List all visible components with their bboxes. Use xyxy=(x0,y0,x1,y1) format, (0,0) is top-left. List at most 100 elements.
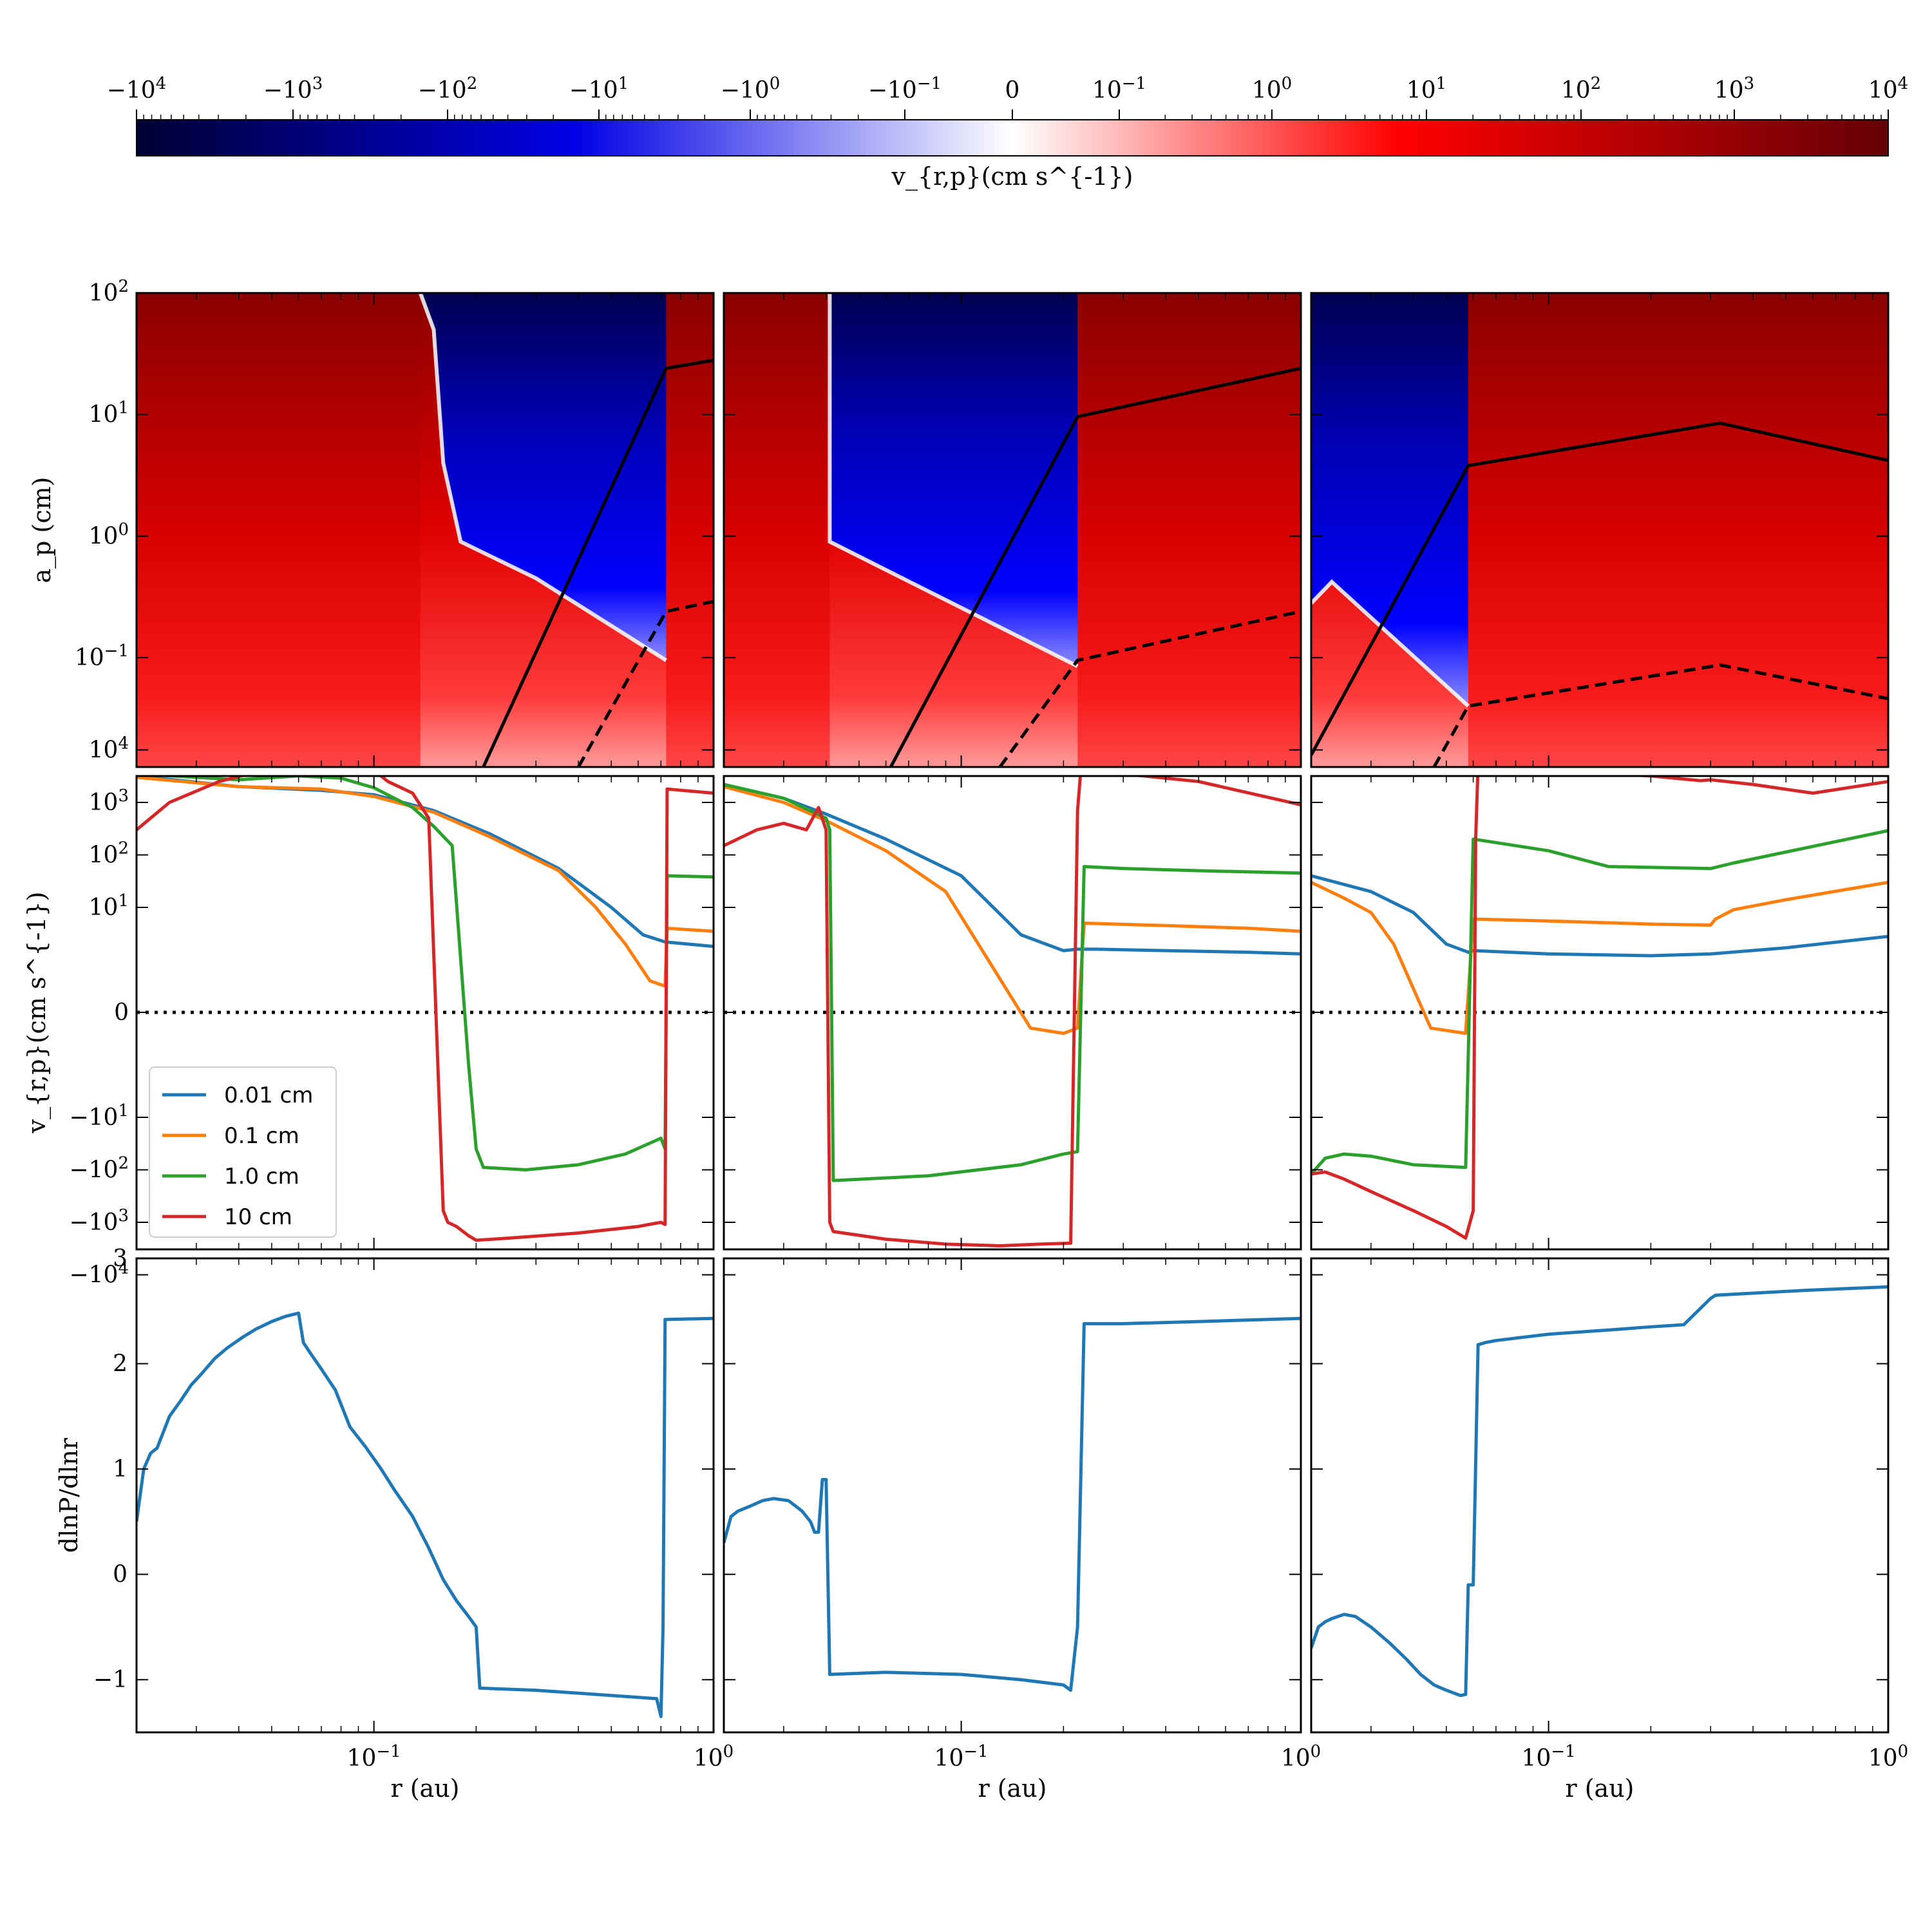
y-tick-label: −104 xyxy=(69,1259,129,1289)
series-line-1-0-cm xyxy=(146,776,714,1171)
colorbar-tick-label: 10−1 xyxy=(1092,74,1146,104)
x-tick-label: 100 xyxy=(694,1742,734,1772)
fragmentation-limit-line xyxy=(1311,421,1888,756)
map-zero-boundary xyxy=(828,293,1079,668)
x-tick-label-exp: 0 xyxy=(1311,1742,1321,1761)
y-tick-label-exp: 4 xyxy=(118,1259,129,1278)
pressure-panel-2 xyxy=(724,1316,1301,1692)
colorbar-tick-label: 101 xyxy=(1406,74,1446,104)
velocity-panel-1 xyxy=(137,776,714,1242)
colorbar-tick-label-base: 10 xyxy=(1406,77,1436,104)
colorbar-tick-label: 102 xyxy=(1561,74,1601,104)
series-line-10-cm xyxy=(724,776,1301,1247)
colorbar-tick-label-exp: 4 xyxy=(1898,74,1909,93)
y-tick-label-base: 10 xyxy=(89,895,118,921)
ylabel-top: a_p (cm) xyxy=(28,477,57,583)
pressure-gradient-line xyxy=(137,1311,714,1718)
map-negative-region xyxy=(420,293,667,661)
colorbar-tick-label: 103 xyxy=(1714,74,1754,104)
map-positive-band xyxy=(1077,293,1301,767)
x-tick-label-exp: 0 xyxy=(723,1742,734,1761)
x-tick-label: 100 xyxy=(1281,1742,1321,1772)
colorbar-ticks: −104 −103 −102 −101 −100 −10−1 0 10−1 100 101 102 1… xyxy=(107,74,1908,120)
y-tick-label-base: 10 xyxy=(89,523,118,549)
y-tick-label-exp: 4 xyxy=(118,734,129,753)
colorbar-tick-label: 104 xyxy=(1868,74,1908,104)
map-positive-band xyxy=(666,293,714,767)
y-tick-label-exp: 0 xyxy=(118,520,129,539)
y-tick-label-base: 10 xyxy=(89,842,118,869)
series-line-1-0-cm xyxy=(1311,829,1888,1175)
map-positive-band xyxy=(1468,293,1888,767)
y-tick-label-base: −10 xyxy=(69,1157,118,1184)
map-frame xyxy=(723,292,1302,768)
y-tick-label-base: 10 xyxy=(89,402,118,428)
pressure-gradient-line xyxy=(724,1316,1301,1692)
y-tick-label-exp: 1 xyxy=(118,891,129,911)
y-tick-label: 103 xyxy=(89,786,129,816)
x-tick-label: 10−1 xyxy=(1522,1742,1576,1772)
x-tick-label-exp: 0 xyxy=(1898,1742,1909,1761)
y-tick-label-base: 10 xyxy=(89,790,118,816)
pressure-panel-1 xyxy=(137,1311,714,1718)
colorbar-tick-label: −10−1 xyxy=(868,74,942,104)
map-panel-1 xyxy=(137,293,714,767)
colorbar-tick-label-base: −10 xyxy=(569,77,618,104)
y-tick-label: 102 xyxy=(89,277,129,307)
legend: 0.01 cm 0.1 cm 1.0 cm 10 cm xyxy=(149,1066,337,1238)
x-tick-label: 100 xyxy=(1868,1742,1908,1772)
y-tick-label: −1 xyxy=(93,1667,128,1693)
y-tick-label-exp: 1 xyxy=(118,399,129,418)
colorbar-tick-label-base: 10 xyxy=(1868,77,1898,104)
series-line-0-1-cm xyxy=(1311,880,1888,1036)
y-tick-label-base: 10 xyxy=(89,737,118,764)
colorbar-tick-label-base: 10 xyxy=(1561,77,1591,104)
series-line-10-cm xyxy=(137,776,714,1242)
colorbar-tick-label-exp: 0 xyxy=(770,74,781,93)
pressure-frame xyxy=(1310,1257,1889,1734)
x-tick-label-exp: −1 xyxy=(963,1742,988,1761)
drift-limit-line xyxy=(576,600,714,767)
legend-label: 10 cm xyxy=(224,1204,292,1230)
colorbar-tick-label-base: −10 xyxy=(721,77,770,104)
x-tick-label: 10−1 xyxy=(347,1742,401,1772)
map-panel-3 xyxy=(1311,293,1888,767)
legend-label: 0.1 cm xyxy=(224,1123,299,1149)
colorbar-label: v_{r,p}(cm s^{-1}) xyxy=(891,162,1133,191)
x-tick-label-base: 10 xyxy=(694,1745,723,1772)
ylabel-bottom: dlnP/dlnr xyxy=(55,1437,83,1553)
colorbar-tick-label-base: −10 xyxy=(418,77,467,104)
colorbar-tick-label: 100 xyxy=(1252,74,1292,104)
y-tick-label-exp: 2 xyxy=(118,839,129,858)
series-line-0-1-cm xyxy=(137,776,714,988)
colorbar-gradient xyxy=(136,119,1889,156)
y-tick-label: 1 xyxy=(113,1456,128,1482)
colorbar-tick-label-base: −10 xyxy=(868,77,917,104)
colorbar-tick-label-base: 10 xyxy=(1252,77,1282,104)
velocity-panel-2 xyxy=(724,776,1301,1247)
series-line-0-01-cm xyxy=(137,776,714,949)
legend-label: 1.0 cm xyxy=(224,1164,299,1189)
pressure-panel-3 xyxy=(1311,1285,1888,1698)
map-zero-boundary xyxy=(418,293,667,662)
map-positive-band xyxy=(724,293,830,767)
colorbar-tick-label: −104 xyxy=(107,74,167,104)
y-tick-label-base: −10 xyxy=(69,1104,118,1131)
y-tick-label-exp: 2 xyxy=(118,277,129,296)
fragmentation-limit-line xyxy=(889,366,1301,767)
colorbar: −104 −103 −102 −101 −100 −10−1 0 10−1 100 101 102 1… xyxy=(107,74,1908,191)
y-tick-label-base: 10 xyxy=(75,645,104,671)
map-frame xyxy=(135,292,715,768)
x-tick-label-base: 10 xyxy=(934,1745,964,1772)
x-tick-label-base: 10 xyxy=(347,1745,377,1772)
y-tick-label-exp: 3 xyxy=(118,1206,129,1226)
x-tick-label-base: 10 xyxy=(1281,1745,1311,1772)
colorbar-tick-label-exp: 1 xyxy=(1436,74,1447,93)
y-tick-label: −101 xyxy=(69,1101,129,1131)
colorbar-tick-label: −100 xyxy=(721,74,781,104)
colorbar-tick-label-exp: −1 xyxy=(1122,74,1146,93)
y-tick-label: 2 xyxy=(113,1351,128,1378)
colorbar-tick-label-exp: 2 xyxy=(1591,74,1602,93)
